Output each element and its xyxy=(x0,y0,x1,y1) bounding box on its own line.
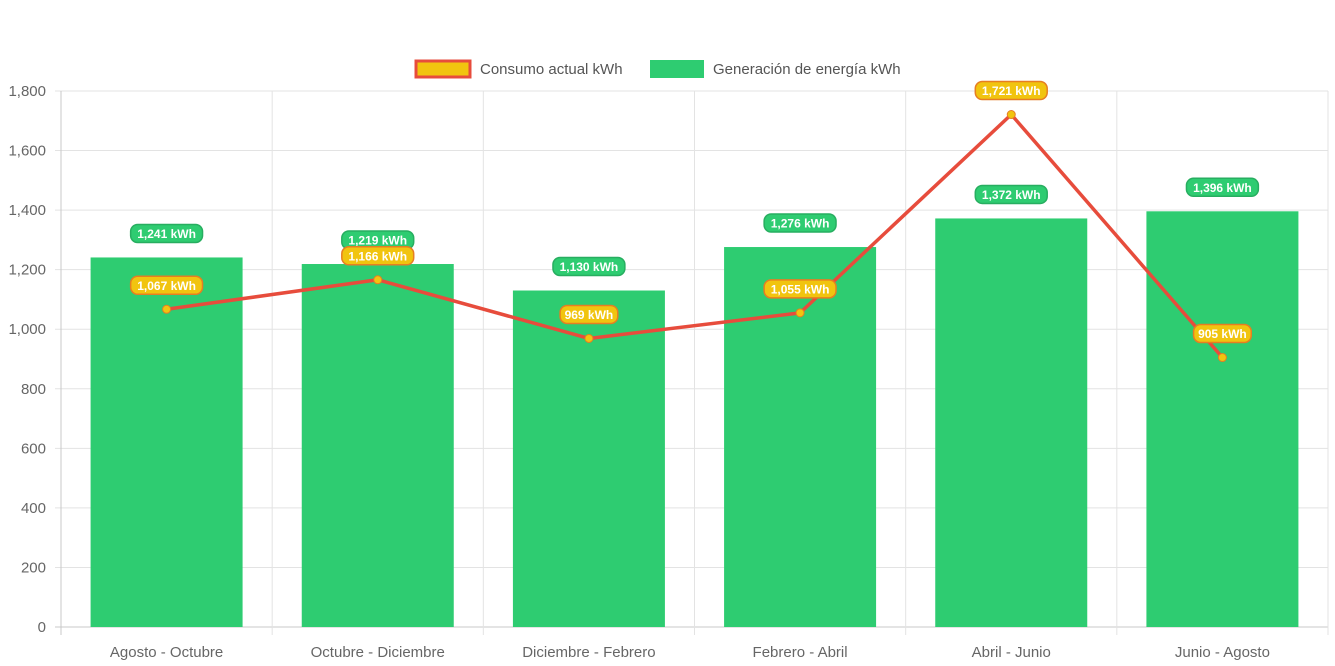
y-tick-label: 200 xyxy=(21,559,46,576)
bar-data-label: 1,372 kWh xyxy=(974,184,1048,205)
bar xyxy=(935,218,1088,627)
bar xyxy=(1146,211,1299,627)
bar-data-label: 1,219 kWh xyxy=(341,230,415,250)
y-tick-label: 1,600 xyxy=(8,143,46,160)
legend-swatch xyxy=(650,60,704,78)
line-point xyxy=(1006,110,1016,120)
consumption-line xyxy=(166,112,1224,359)
data-label-text: 1,276 kWh xyxy=(771,217,830,231)
legend: Consumo actual kWh Generación de energía … xyxy=(414,59,901,79)
data-label-box xyxy=(1192,323,1253,344)
bar xyxy=(724,247,877,627)
bar xyxy=(90,257,243,627)
line-data-label: 969 kWh xyxy=(559,304,619,325)
x-tick-label: Febrero - Abril xyxy=(753,644,848,661)
data-label-box xyxy=(552,256,626,277)
data-label-box xyxy=(559,304,619,325)
x-tick-label: Diciembre - Febrero xyxy=(522,644,655,661)
data-label-box xyxy=(341,246,415,266)
bar xyxy=(512,290,665,627)
legend-item-consumo: Consumo actual kWh xyxy=(414,59,623,79)
data-label-text: 1,055 kWh xyxy=(771,282,830,296)
legend-item-generacion: Generación de energía kWh xyxy=(650,60,901,78)
x-tick-label: Abril - Junio xyxy=(972,644,1051,661)
x-tick-label: Agosto - Octubre xyxy=(110,644,223,661)
data-label-text: 969 kWh xyxy=(565,308,614,322)
legend-swatch xyxy=(414,59,472,79)
line-point xyxy=(1217,353,1227,363)
x-tick-label: Junio - Agosto xyxy=(1175,644,1270,661)
data-label-text: 1,396 kWh xyxy=(1193,181,1252,195)
legend-label: Consumo actual kWh xyxy=(480,61,623,78)
data-label-box xyxy=(129,275,204,296)
x-axis: Agosto - Octubre Octubre - Diciembre Dicie… xyxy=(110,644,1270,661)
line-data-label: 1,067 kWh xyxy=(129,275,204,296)
y-tick-label: 0 xyxy=(38,619,46,636)
bar xyxy=(301,264,454,627)
y-tick-label: 1,800 xyxy=(8,83,46,100)
data-label-box xyxy=(974,80,1048,101)
data-label-text: 1,241 kWh xyxy=(137,227,196,241)
line-data-label: 905 kWh xyxy=(1192,323,1253,344)
y-tick-label: 800 xyxy=(21,381,46,398)
bar-data-label: 1,130 kWh xyxy=(552,256,626,277)
data-label-text: 1,130 kWh xyxy=(560,260,619,274)
y-tick-label: 400 xyxy=(21,500,46,517)
data-label-box xyxy=(763,279,837,299)
bar-data-label: 1,276 kWh xyxy=(763,213,837,233)
data-labels: 1,241 kWh 1,219 kWh 1,130 kWh 1,276 kWh 1,37… xyxy=(129,80,1260,344)
x-tick-label: Octubre - Diciembre xyxy=(311,644,445,661)
data-label-box xyxy=(129,223,204,244)
line-series xyxy=(162,110,1227,363)
line-data-label: 1,055 kWh xyxy=(763,279,837,299)
line-data-label: 1,721 kWh xyxy=(974,80,1048,101)
grid xyxy=(55,90,1329,635)
legend-label: Generación de energía kWh xyxy=(713,61,901,78)
bar-series xyxy=(90,211,1299,627)
y-tick-label: 600 xyxy=(21,440,46,457)
data-label-text: 1,219 kWh xyxy=(348,234,407,248)
data-label-box xyxy=(763,213,837,233)
line-point xyxy=(373,275,383,285)
data-label-text: 905 kWh xyxy=(1198,327,1247,341)
data-label-text: 1,372 kWh xyxy=(982,188,1041,202)
data-label-text: 1,067 kWh xyxy=(137,279,196,293)
y-tick-label: 1,200 xyxy=(8,262,46,279)
bar-data-label: 1,241 kWh xyxy=(129,223,204,244)
data-label-box xyxy=(974,184,1048,205)
line-point xyxy=(584,333,594,343)
y-tick-label: 1,400 xyxy=(8,202,46,219)
y-tick-label: 1,000 xyxy=(8,321,46,338)
data-label-box xyxy=(1185,177,1260,198)
data-label-text: 1,166 kWh xyxy=(348,249,407,263)
line-point xyxy=(795,308,805,318)
line-data-label: 1,166 kWh xyxy=(341,246,415,266)
data-label-text: 1,721 kWh xyxy=(982,84,1041,98)
y-axis: 0 200 400 600 800 1,000 1,200 1,400 1,600 1,800 xyxy=(8,83,46,636)
line-point xyxy=(162,304,172,314)
bar-data-label: 1,396 kWh xyxy=(1185,177,1260,198)
